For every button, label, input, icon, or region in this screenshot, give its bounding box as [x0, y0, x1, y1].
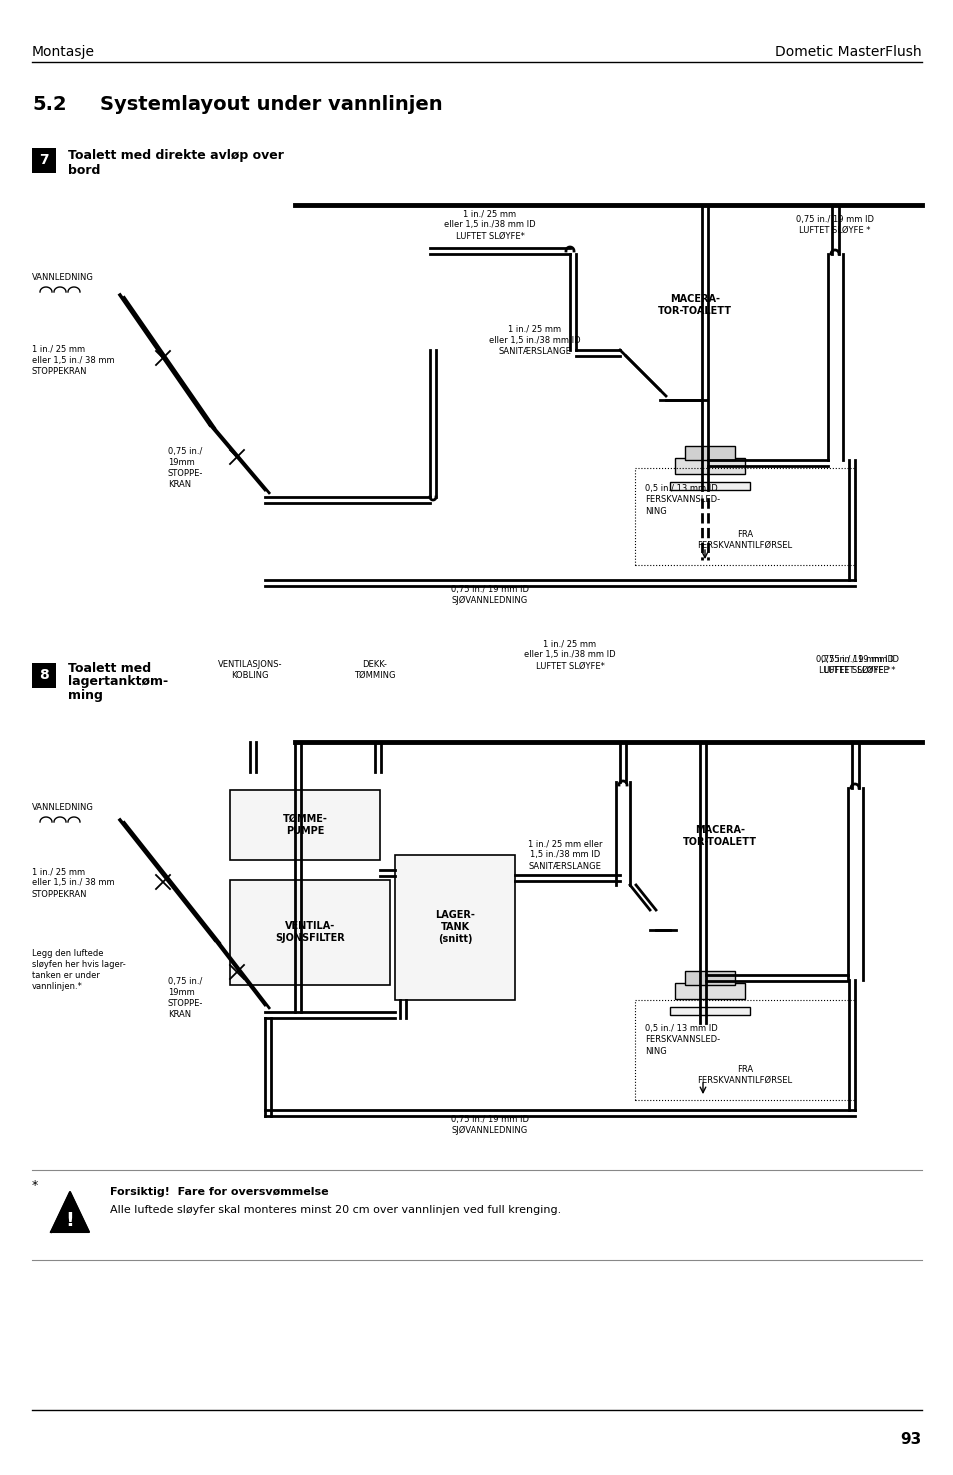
Text: LAGER-
TANK
(snitt): LAGER- TANK (snitt): [435, 910, 475, 944]
Text: 0,75 in./ 19 mm ID
SJØVANNLEDNING: 0,75 in./ 19 mm ID SJØVANNLEDNING: [451, 1115, 529, 1136]
Text: 1 in./ 25 mm
eller 1,5 in./ 38 mm
STOPPEKRAN: 1 in./ 25 mm eller 1,5 in./ 38 mm STOPPE…: [32, 344, 114, 376]
Text: 1 in./ 25 mm
eller 1,5 in./ 38 mm
STOPPEKRAN: 1 in./ 25 mm eller 1,5 in./ 38 mm STOPPE…: [32, 867, 114, 898]
Text: DEKK-
TØMMING: DEKK- TØMMING: [354, 659, 395, 680]
Bar: [684, 971, 734, 985]
Text: Dometic MasterFlush: Dometic MasterFlush: [775, 46, 921, 59]
Text: MACERA-
TOR-TOALETT: MACERA- TOR-TOALETT: [682, 825, 757, 847]
Text: FRA
FERSKVANNTILFØRSEL: FRA FERSKVANNTILFØRSEL: [697, 1065, 792, 1086]
Text: Systemlayout under vannlinjen: Systemlayout under vannlinjen: [100, 96, 442, 115]
Text: Alle luftede sløyfer skal monteres minst 20 cm over vannlinjen ved full krenging: Alle luftede sløyfer skal monteres minst…: [110, 1205, 560, 1215]
Bar: [675, 459, 744, 473]
Text: 8: 8: [39, 668, 49, 681]
Bar: [669, 1007, 749, 1015]
Bar: [684, 445, 734, 460]
Text: Legg den luftede
sløyfen her hvis lager-
tanken er under
vannlinjen.*: Legg den luftede sløyfen her hvis lager-…: [32, 948, 126, 991]
Text: !: !: [66, 1211, 74, 1230]
Text: FRA
FERSKVANNTILFØRSEL: FRA FERSKVANNTILFØRSEL: [697, 530, 792, 550]
Bar: [230, 881, 390, 985]
Text: 1 in./ 25 mm eller
1,5 in./38 mm ID
SANITÆRSLANGE: 1 in./ 25 mm eller 1,5 in./38 mm ID SANI…: [527, 839, 601, 870]
Text: VENTILA-
SJONSFILTER: VENTILA- SJONSFILTER: [274, 920, 345, 943]
Text: 0,75 in./ 19 mm ID
SJØVANNLEDNING: 0,75 in./ 19 mm ID SJØVANNLEDNING: [451, 586, 529, 605]
Text: 0,75 in./ 19 mm ID
LUFTET SLØYFE *: 0,75 in./ 19 mm ID LUFTET SLØYFE *: [795, 215, 873, 235]
Text: 0,5 in./ 13 mm ID
FERSKVANNSLED-
NING: 0,5 in./ 13 mm ID FERSKVANNSLED- NING: [644, 1025, 720, 1056]
Text: bord: bord: [68, 164, 100, 177]
Text: VANNLEDNING: VANNLEDNING: [32, 273, 93, 283]
Text: TØMME-
PUMPE: TØMME- PUMPE: [282, 814, 327, 836]
Text: Montasje: Montasje: [32, 46, 95, 59]
Text: Toalett med: Toalett med: [68, 661, 151, 674]
Text: ming: ming: [68, 689, 103, 702]
Text: 0,75 in./ 19 mm ID
LUFTET SLØYFE *: 0,75 in./ 19 mm ID LUFTET SLØYFE *: [815, 655, 893, 676]
Text: 0,75 in./
19mm
STOPPE-
KRAN: 0,75 in./ 19mm STOPPE- KRAN: [168, 976, 203, 1019]
Text: MACERA-
TOR-TOALETT: MACERA- TOR-TOALETT: [658, 294, 731, 316]
Text: Toalett med direkte avløp over: Toalett med direkte avløp over: [68, 149, 284, 161]
Text: 93: 93: [900, 1432, 921, 1447]
Text: 5.2: 5.2: [32, 96, 67, 115]
Bar: [635, 468, 854, 565]
Bar: [669, 482, 749, 490]
Text: 0,75 in./
19mm
STOPPE-
KRAN: 0,75 in./ 19mm STOPPE- KRAN: [168, 447, 203, 490]
Bar: [395, 855, 515, 1000]
Bar: [32, 662, 56, 687]
Bar: [635, 1000, 854, 1100]
Bar: [675, 982, 744, 999]
Text: 0,75 in./ 19 mm ID
LUFTET SLØYFE *: 0,75 in./ 19 mm ID LUFTET SLØYFE *: [821, 655, 898, 676]
Text: 1 in./ 25 mm
eller 1,5 in./38 mm ID
LUFTET SLØYFE*: 1 in./ 25 mm eller 1,5 in./38 mm ID LUFT…: [444, 209, 536, 240]
Bar: [32, 148, 56, 173]
Text: *: *: [32, 1179, 38, 1192]
Text: 7: 7: [39, 153, 49, 167]
Text: 1 in./ 25 mm
eller 1,5 in./38 mm ID
SANITÆRSLANGE: 1 in./ 25 mm eller 1,5 in./38 mm ID SANI…: [489, 324, 580, 355]
Text: 0,5 in./ 13 mm ID
FERSKVANNSLED-
NING: 0,5 in./ 13 mm ID FERSKVANNSLED- NING: [644, 484, 720, 516]
Text: VENTILASJONS-
KOBLING: VENTILASJONS- KOBLING: [217, 659, 282, 680]
Text: Forsiktig!  Fare for oversvømmelse: Forsiktig! Fare for oversvømmelse: [110, 1187, 328, 1198]
Text: VANNLEDNING: VANNLEDNING: [32, 804, 93, 813]
Text: 1 in./ 25 mm
eller 1,5 in./38 mm ID
LUFTET SLØYFE*: 1 in./ 25 mm eller 1,5 in./38 mm ID LUFT…: [523, 639, 616, 671]
Text: lagertanktøm-: lagertanktøm-: [68, 676, 168, 689]
Polygon shape: [51, 1192, 89, 1232]
Bar: [230, 791, 379, 860]
